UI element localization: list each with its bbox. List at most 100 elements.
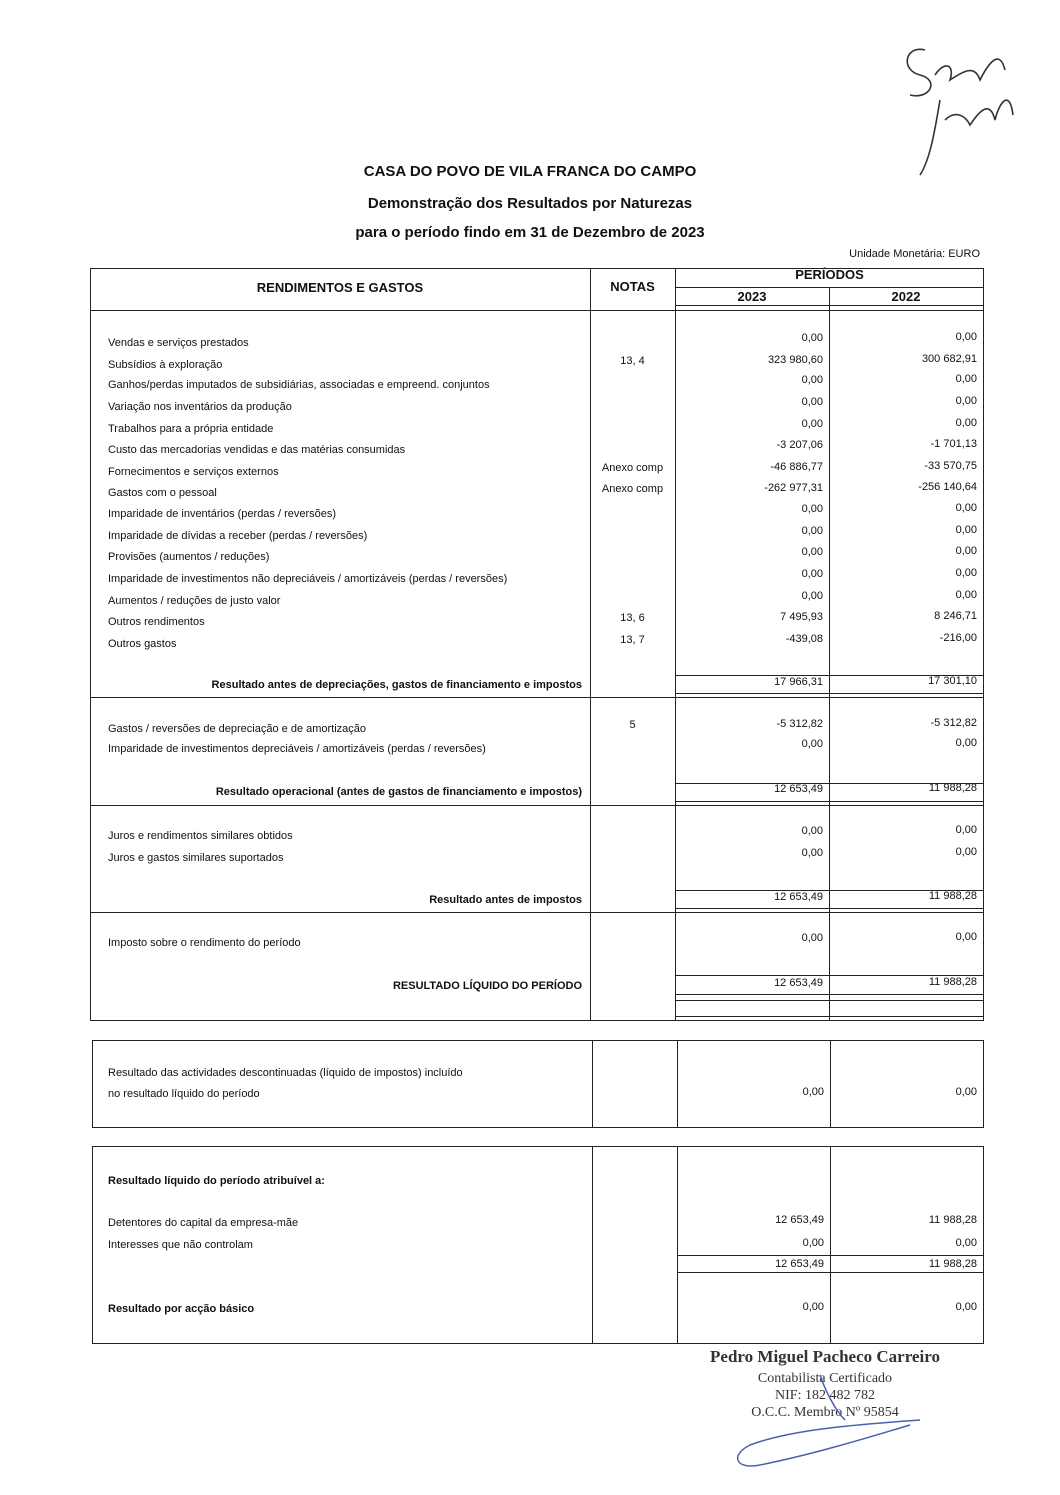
line-item-value-2023: 0,00: [801, 332, 823, 344]
attributable-value-2022: 0,00: [955, 1237, 977, 1249]
line-item-label: Imparidade de inventários (perdas / reve…: [108, 508, 337, 520]
line-item-label: Outros gastos: [108, 638, 177, 650]
line-item-value-2023: 0,00: [801, 503, 823, 515]
currency-unit: Unidade Monetária: EURO: [849, 248, 980, 260]
line-item-value-2023: 0,00: [801, 825, 823, 837]
line-item-label: Juros e gastos similares suportados: [108, 852, 284, 864]
line-item-value-2022: 0,00: [955, 567, 977, 579]
accountant-stamp: Pedro Miguel Pacheco Carreiro Contabilis…: [700, 1347, 950, 1421]
subtotal-label: Resultado operacional (antes de gastos d…: [215, 786, 582, 798]
stamp-name: Pedro Miguel Pacheco Carreiro: [710, 1347, 940, 1366]
handwritten-signature-top: [906, 48, 1014, 176]
line-item-label: Ganhos/perdas imputados de subsidiárias,…: [108, 379, 490, 391]
line-item-notes: 5: [629, 719, 636, 731]
line-item-label: Imparidade de investimentos não depreciá…: [108, 573, 508, 585]
line-item-value-2023: 0,00: [801, 590, 823, 602]
line-item-label: Vendas e serviços prestados: [108, 337, 249, 349]
attributable-label: Interesses que não controlam: [108, 1239, 253, 1251]
subtotal-value-2022: 11 988,28: [928, 782, 977, 794]
eps-value-2023: 0,00: [802, 1301, 824, 1313]
column-header-items: RENDIMENTOS E GASTOS: [256, 280, 424, 295]
line-item-value-2022: -1 701,13: [930, 438, 977, 450]
line-item-label: Trabalhos para a própria entidade: [108, 423, 274, 435]
subtotal-rule: [675, 908, 984, 909]
column-header-2023: 2023: [737, 289, 767, 304]
line-item-value-2022: 0,00: [955, 846, 977, 858]
line-item-value-2023: 0,00: [801, 525, 823, 537]
line-item-value-2023: -3 207,06: [776, 439, 823, 451]
subtotal-rule: [675, 975, 984, 976]
attributable-total-2023: 12 653,49: [775, 1258, 824, 1270]
line-item-value-2022: 0,00: [955, 524, 977, 536]
line-item-notes: 13, 4: [620, 355, 645, 367]
discontinued-value-2022: 0,00: [955, 1086, 977, 1098]
column-header-periods: PERÍODOS: [795, 267, 864, 282]
attributable-total-2022: 11 988,28: [928, 1258, 977, 1270]
line-item-notes: Anexo comp: [601, 483, 664, 495]
line-item-notes: Anexo comp: [601, 462, 664, 474]
line-item-value-2022: -5 312,82: [930, 717, 977, 729]
entity-name: CASA DO POVO DE VILA FRANCA DO CAMPO: [363, 163, 697, 180]
line-item-value-2023: 0,00: [801, 546, 823, 558]
line-item-label: Outros rendimentos: [108, 616, 205, 628]
line-item-value-2023: 0,00: [801, 738, 823, 750]
line-item-notes: 13, 7: [620, 634, 645, 646]
handwritten-signature-bottom: [737, 1374, 921, 1467]
column-header-2022: 2022: [891, 289, 921, 304]
attributable-label: Detentores do capital da empresa-mãe: [108, 1217, 299, 1229]
line-item-label: Imposto sobre o rendimento do período: [108, 937, 301, 949]
main-statement-table: [90, 268, 984, 1021]
subtotal-value-2022: 17 301,10: [928, 675, 977, 687]
eps-label: Resultado por acção básico: [108, 1303, 255, 1315]
subtotal-rule: [675, 675, 984, 676]
line-item-value-2023: 0,00: [801, 932, 823, 944]
line-item-label: Imparidade de investimentos depreciáveis…: [108, 743, 486, 755]
attributable-result-table: [92, 1146, 984, 1344]
line-item-value-2022: 0,00: [955, 824, 977, 836]
column-header-notes: NOTAS: [610, 279, 655, 294]
line-item-label: Provisões (aumentos / reduções): [108, 551, 270, 563]
line-item-value-2023: -439,08: [785, 633, 823, 645]
subtotal-rule: [675, 1000, 984, 1001]
subtotal-value-2022: 11 988,28: [928, 976, 977, 988]
stamp-role: Contabilista Certificado: [757, 1371, 893, 1386]
section-divider: [90, 697, 984, 698]
stamp-membership: O.C.C. Membro Nº 95854: [751, 1405, 899, 1420]
attributable-title: Resultado líquido do período atribuível …: [108, 1175, 325, 1187]
line-item-label: Juros e rendimentos similares obtidos: [108, 830, 293, 842]
subtotal-label: Resultado antes de depreciações, gastos …: [211, 679, 582, 691]
line-item-value-2023: 0,00: [801, 374, 823, 386]
line-item-value-2022: 0,00: [955, 417, 977, 429]
attributable-value-2023: 12 653,49: [775, 1214, 824, 1226]
line-item-value-2022: 300 682,91: [921, 353, 977, 365]
subtotal-value-2023: 17 966,31: [774, 676, 823, 688]
discontinued-label-line1: Resultado das actividades descontinuadas…: [108, 1067, 463, 1079]
line-item-value-2022: -33 570,75: [924, 460, 977, 472]
attributable-value-2022: 11 988,28: [928, 1214, 977, 1226]
line-item-value-2023: 0,00: [801, 396, 823, 408]
line-item-value-2022: 0,00: [955, 737, 977, 749]
subtotal-rule: [675, 1016, 984, 1017]
line-item-value-2022: 0,00: [955, 502, 977, 514]
line-item-value-2023: 0,00: [801, 847, 823, 859]
line-item-value-2022: -256 140,64: [918, 481, 977, 493]
subtotal-label: Resultado antes de impostos: [429, 894, 582, 906]
line-item-notes: 13, 6: [620, 612, 645, 624]
line-item-label: Gastos / reversões de depreciação e de a…: [108, 723, 367, 735]
line-item-label: Gastos com o pessoal: [108, 487, 217, 499]
discontinued-label-line2: no resultado líquido do período: [108, 1088, 260, 1100]
subtotal-rule: [675, 783, 984, 784]
subtotal-rule: [675, 693, 984, 694]
statement-title: Demonstração dos Resultados por Natureza…: [367, 195, 693, 212]
line-item-value-2023: 323 980,60: [767, 354, 823, 366]
subtotal-rule: [675, 994, 984, 995]
line-item-value-2022: 0,00: [955, 395, 977, 407]
section-divider: [90, 912, 984, 913]
line-item-value-2022: 8 246,71: [934, 610, 977, 622]
line-item-value-2022: 0,00: [955, 545, 977, 557]
statement-period: para o período findo em 31 de Dezembro d…: [355, 224, 705, 241]
attributable-value-2023: 0,00: [802, 1237, 824, 1249]
line-item-label: Subsídios à exploração: [108, 359, 223, 371]
line-item-value-2022: -216,00: [939, 632, 977, 644]
